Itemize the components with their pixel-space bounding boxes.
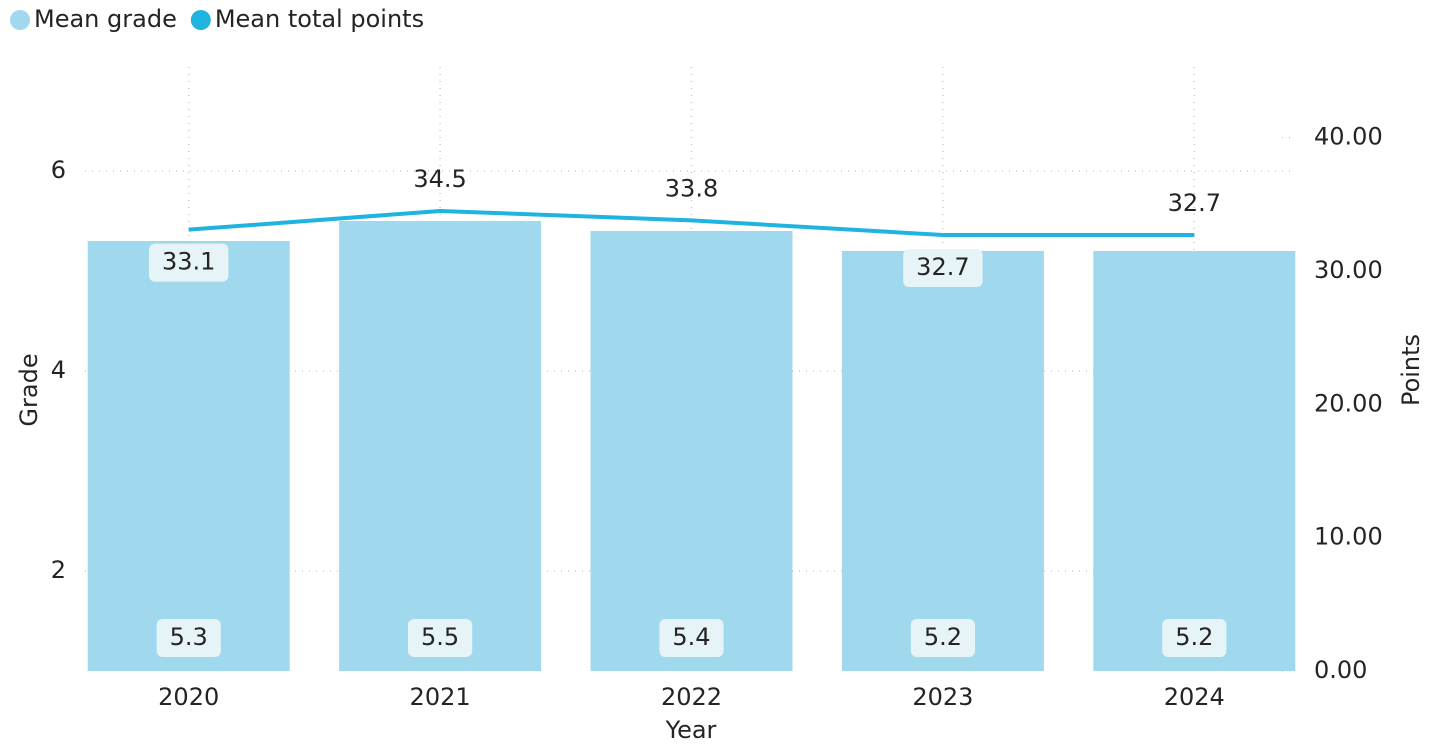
data-label: 32.7 — [916, 253, 969, 281]
y-axis-title: Grade — [15, 353, 43, 426]
data-label: 32.7 — [1168, 189, 1221, 217]
data-label: 33.8 — [665, 174, 718, 202]
data-label-box — [1162, 619, 1227, 657]
data-label: 5.4 — [672, 623, 710, 651]
bar — [841, 251, 1044, 671]
data-label: 5.2 — [1175, 623, 1213, 651]
bar — [87, 241, 290, 671]
data-label: 5.3 — [170, 623, 208, 651]
legend-label: Mean total points — [215, 5, 424, 33]
x-tick-label: 2022 — [661, 683, 722, 711]
y2-axis-title: Points — [1397, 334, 1425, 406]
y2-tick-label: 10.00 — [1314, 523, 1383, 551]
legend-marker — [10, 10, 30, 30]
data-label-box — [910, 619, 975, 657]
data-label-box — [156, 619, 221, 657]
y2-tick-label: 0.00 — [1314, 656, 1367, 684]
y2-tick-label: 30.00 — [1314, 256, 1383, 284]
y-tick-label: 2 — [51, 556, 66, 584]
y-tick-label: 4 — [51, 356, 66, 384]
data-label-box — [659, 619, 724, 657]
bar — [1093, 251, 1296, 671]
data-label: 5.2 — [924, 623, 962, 651]
data-label-box — [903, 249, 983, 287]
data-label: 34.5 — [413, 165, 466, 193]
line — [188, 208, 1195, 237]
bar — [339, 221, 542, 671]
y2-tick-label: 20.00 — [1314, 389, 1383, 417]
y-tick-label: 6 — [51, 156, 66, 184]
data-label: 33.1 — [162, 248, 215, 276]
x-tick-label: 2020 — [158, 683, 219, 711]
bar — [590, 231, 793, 671]
y2-tick-label: 40.00 — [1314, 123, 1383, 151]
x-axis-title: Year — [665, 716, 717, 744]
x-tick-label: 2024 — [1164, 683, 1225, 711]
data-label-box — [148, 243, 229, 282]
data-label: 5.5 — [421, 623, 459, 651]
x-tick-label: 2021 — [410, 683, 471, 711]
data-label-box — [408, 619, 473, 657]
x-tick-label: 2023 — [912, 683, 973, 711]
legend-label: Mean grade — [34, 5, 177, 33]
legend-marker — [190, 10, 211, 30]
